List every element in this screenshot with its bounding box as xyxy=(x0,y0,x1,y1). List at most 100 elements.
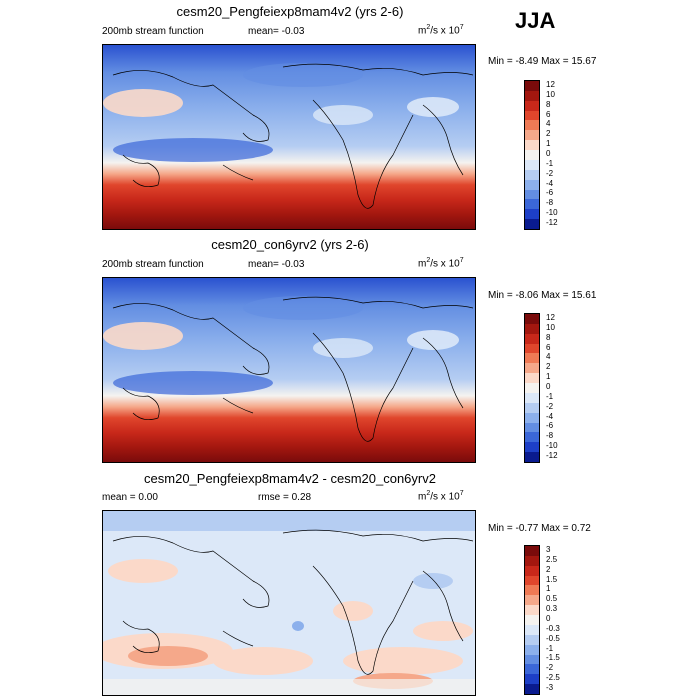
colorbar-label: 1.5 xyxy=(546,574,558,584)
colorbar-swatch xyxy=(525,130,539,141)
colorbar-label: -1 xyxy=(546,391,554,401)
colorbar-swatch xyxy=(525,343,539,354)
colorbar-swatch xyxy=(525,363,539,374)
colorbar-label: -4 xyxy=(546,178,554,188)
colorbar-label: 6 xyxy=(546,109,551,119)
colorbar-swatch xyxy=(525,402,539,414)
minmax-label: Min = -0.77 Max = 0.72 xyxy=(488,523,591,534)
colorbar-label: 4 xyxy=(546,119,551,129)
colorbar-swatch xyxy=(525,90,539,102)
colorbar-label: 0 xyxy=(546,614,551,623)
colorbar-label: 1 xyxy=(546,139,551,149)
colorbar-swatch xyxy=(525,140,539,151)
colorbar-label: 12 xyxy=(546,312,555,322)
colorbar-label: 2 xyxy=(546,129,551,139)
colorbar-label: 12 xyxy=(546,79,555,89)
colorbar-swatch xyxy=(525,442,539,453)
colorbar-swatch xyxy=(525,664,539,675)
season-label: JJA xyxy=(515,8,556,33)
colorbar-swatch xyxy=(525,595,539,606)
minmax-label: Min = -8.49 Max = 15.67 xyxy=(488,56,597,67)
colorbar-swatch xyxy=(525,432,539,443)
colorbar-swatch xyxy=(525,392,539,404)
variable-label: 200mb stream function xyxy=(102,259,204,270)
colorbar-swatch xyxy=(525,605,539,616)
colorbar-label: 0.5 xyxy=(546,594,558,604)
colorbar-swatch xyxy=(525,333,539,345)
colorbar-label: -6 xyxy=(546,421,554,431)
colorbar-label: -12 xyxy=(546,451,558,461)
panel-title: cesm20_Pengfeiexp8mam4v2 - cesm20_con6yr… xyxy=(144,471,436,486)
colorbar-label: -1 xyxy=(546,643,554,653)
colorbar-panel-3: 3 2.5 2 1.5 1 0.5 0.3 0 -0.3 -0.5 -1 -1.5 -2 -2.5 -3 xyxy=(524,545,604,695)
rmse-label: rmse = 0.28 xyxy=(258,492,312,503)
colorbar-label: -2.5 xyxy=(546,673,560,683)
colorbar-swatch xyxy=(525,373,539,384)
colorbar-label: 10 xyxy=(546,89,555,99)
colorbar-box xyxy=(524,545,540,695)
colorbar-swatch xyxy=(525,150,539,161)
colorbar-box xyxy=(524,313,540,463)
colorbar-label: 10 xyxy=(546,322,555,332)
colorbar-label: 2.5 xyxy=(546,554,558,564)
colorbar-label: 8 xyxy=(546,332,551,342)
colorbar-swatch xyxy=(525,179,539,191)
colorbar-label: -12 xyxy=(546,218,558,228)
units-label: m2/s x 107 xyxy=(418,490,464,503)
colorbar-label: -10 xyxy=(546,441,558,451)
map-panel-2 xyxy=(102,277,476,463)
colorbar-swatch xyxy=(525,383,539,394)
colorbar-swatch xyxy=(525,624,539,636)
colorbar-label: -6 xyxy=(546,188,554,198)
colorbar-swatch xyxy=(525,120,539,131)
colorbar-label: 2 xyxy=(546,362,551,372)
colorbar-swatch xyxy=(525,422,539,433)
colorbar-swatch xyxy=(525,189,539,200)
colorbar-label: -8 xyxy=(546,198,554,208)
colorbar-label: 4 xyxy=(546,352,551,362)
colorbar-label: 6 xyxy=(546,342,551,352)
colorbar-swatch xyxy=(525,110,539,121)
colorbar-swatch xyxy=(525,209,539,220)
colorbar-swatch xyxy=(525,546,539,557)
units-label: m2/s x 107 xyxy=(418,257,464,270)
colorbar-swatch xyxy=(525,575,539,586)
colorbar-label: 0 xyxy=(546,382,551,391)
colorbar-swatch xyxy=(525,654,539,665)
colorbar-panel-1: 12 10 8 6 4 2 1 0 -1 -2 -4 -6 -8 -10 -12 xyxy=(524,80,604,230)
colorbar-label: -1.5 xyxy=(546,653,560,663)
colorbar-label: -4 xyxy=(546,411,554,421)
colorbar-box xyxy=(524,80,540,230)
colorbar-swatch xyxy=(525,169,539,181)
mean-label: mean= -0.03 xyxy=(248,259,305,270)
colorbar-label: 2 xyxy=(546,564,551,574)
colorbar-label: 0 xyxy=(546,149,551,158)
units-label: m2/s x 107 xyxy=(418,24,464,37)
colorbar-swatch xyxy=(525,674,539,685)
colorbar-swatch xyxy=(525,565,539,577)
minmax-label: Min = -8.06 Max = 15.61 xyxy=(488,290,597,301)
colorbar-label: -2 xyxy=(546,168,554,178)
colorbar-swatch xyxy=(525,353,539,364)
colorbar-label: -0.5 xyxy=(546,633,560,643)
colorbar-swatch xyxy=(525,323,539,335)
colorbar-panel-2: 12 10 8 6 4 2 1 0 -1 -2 -4 -6 -8 -10 -12 xyxy=(524,313,604,463)
colorbar-label: -0.3 xyxy=(546,623,560,633)
colorbar-swatch xyxy=(525,199,539,210)
colorbar-swatch xyxy=(525,314,539,325)
colorbar-swatch xyxy=(525,100,539,112)
mean-label: mean = 0.00 xyxy=(102,492,158,503)
colorbar-swatch xyxy=(525,159,539,171)
colorbar-swatch xyxy=(525,412,539,424)
colorbar-swatch xyxy=(525,634,539,646)
colorbar-swatch xyxy=(525,644,539,656)
mean-label: mean= -0.03 xyxy=(248,26,305,37)
colorbar-label: -8 xyxy=(546,431,554,441)
colorbar-label: 8 xyxy=(546,99,551,109)
colorbar-label: 1 xyxy=(546,584,551,594)
colorbar-label: -1 xyxy=(546,158,554,168)
colorbar-swatch xyxy=(525,615,539,626)
map-panel-1 xyxy=(102,44,476,230)
colorbar-label: 0.3 xyxy=(546,604,558,614)
colorbar-swatch xyxy=(525,684,539,695)
